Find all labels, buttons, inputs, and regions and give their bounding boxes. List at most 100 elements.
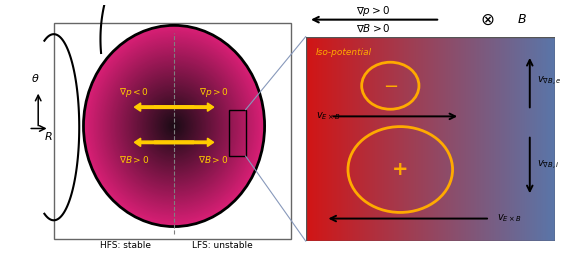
- Ellipse shape: [104, 48, 245, 204]
- Bar: [420, 37, 422, 241]
- Bar: [306, 37, 307, 241]
- Bar: [465, 37, 467, 241]
- Bar: [384, 37, 386, 241]
- Bar: [395, 37, 397, 241]
- Bar: [393, 37, 395, 241]
- Bar: [406, 37, 408, 241]
- Bar: [554, 37, 555, 241]
- Bar: [543, 37, 545, 241]
- Bar: [366, 37, 367, 241]
- Bar: [460, 37, 462, 241]
- Bar: [516, 37, 518, 241]
- Bar: [338, 37, 340, 241]
- Bar: [451, 37, 453, 241]
- Bar: [532, 37, 534, 241]
- Bar: [336, 37, 337, 241]
- Bar: [351, 37, 353, 241]
- Text: $R$: $R$: [44, 130, 53, 142]
- Ellipse shape: [166, 117, 182, 135]
- Ellipse shape: [161, 111, 188, 141]
- Bar: [311, 37, 312, 241]
- Bar: [499, 37, 500, 241]
- Bar: [522, 37, 524, 241]
- Bar: [521, 37, 523, 241]
- Bar: [423, 37, 424, 241]
- Bar: [478, 37, 479, 241]
- Ellipse shape: [121, 67, 228, 185]
- Bar: [518, 37, 520, 241]
- Bar: [341, 37, 342, 241]
- Bar: [388, 37, 389, 241]
- Bar: [329, 37, 331, 241]
- Bar: [479, 37, 481, 241]
- Bar: [418, 37, 419, 241]
- Bar: [380, 37, 382, 241]
- Ellipse shape: [88, 30, 260, 222]
- Ellipse shape: [93, 35, 256, 216]
- Bar: [548, 37, 550, 241]
- Bar: [374, 37, 376, 241]
- Text: $\nabla B > 0$: $\nabla B > 0$: [119, 154, 149, 165]
- Bar: [466, 37, 468, 241]
- Ellipse shape: [94, 37, 255, 215]
- Ellipse shape: [122, 68, 226, 184]
- Bar: [476, 37, 478, 241]
- Ellipse shape: [156, 106, 192, 146]
- Ellipse shape: [146, 95, 203, 157]
- Text: HFS: stable: HFS: stable: [100, 241, 152, 250]
- Bar: [359, 37, 361, 241]
- Bar: [520, 37, 521, 241]
- Bar: [372, 37, 374, 241]
- Bar: [350, 37, 352, 241]
- Bar: [358, 37, 359, 241]
- Bar: [361, 37, 362, 241]
- Bar: [428, 37, 430, 241]
- Bar: [313, 37, 315, 241]
- Bar: [387, 37, 388, 241]
- Bar: [440, 37, 442, 241]
- Bar: [459, 37, 461, 241]
- Bar: [417, 37, 418, 241]
- Bar: [344, 37, 346, 241]
- Ellipse shape: [131, 78, 217, 174]
- Bar: [535, 37, 537, 241]
- Bar: [538, 37, 540, 241]
- Ellipse shape: [173, 125, 175, 127]
- Bar: [343, 37, 345, 241]
- Ellipse shape: [106, 51, 242, 201]
- Bar: [540, 37, 542, 241]
- Bar: [357, 37, 358, 241]
- Ellipse shape: [123, 69, 225, 183]
- Bar: [394, 37, 396, 241]
- Bar: [355, 37, 357, 241]
- Ellipse shape: [147, 96, 201, 156]
- Ellipse shape: [85, 27, 264, 225]
- Ellipse shape: [136, 83, 213, 169]
- Bar: [529, 37, 530, 241]
- Bar: [322, 37, 324, 241]
- Bar: [324, 37, 326, 241]
- Bar: [500, 37, 501, 241]
- Bar: [391, 37, 392, 241]
- Bar: [401, 37, 403, 241]
- Text: $v_{\nabla B,i}$: $v_{\nabla B,i}$: [537, 159, 560, 172]
- Ellipse shape: [151, 100, 198, 152]
- Bar: [438, 37, 439, 241]
- Bar: [461, 37, 463, 241]
- Bar: [337, 37, 338, 241]
- FancyArrow shape: [135, 103, 194, 111]
- Bar: [490, 37, 492, 241]
- Ellipse shape: [97, 40, 251, 211]
- Ellipse shape: [132, 79, 216, 172]
- Ellipse shape: [168, 118, 181, 134]
- Bar: [381, 37, 383, 241]
- Bar: [546, 37, 548, 241]
- Ellipse shape: [126, 73, 222, 179]
- Bar: [470, 37, 471, 241]
- Ellipse shape: [119, 64, 230, 188]
- Bar: [434, 37, 436, 241]
- Bar: [485, 37, 487, 241]
- Bar: [327, 37, 328, 241]
- Text: LFS: unstable: LFS: unstable: [192, 241, 252, 250]
- Ellipse shape: [165, 116, 183, 136]
